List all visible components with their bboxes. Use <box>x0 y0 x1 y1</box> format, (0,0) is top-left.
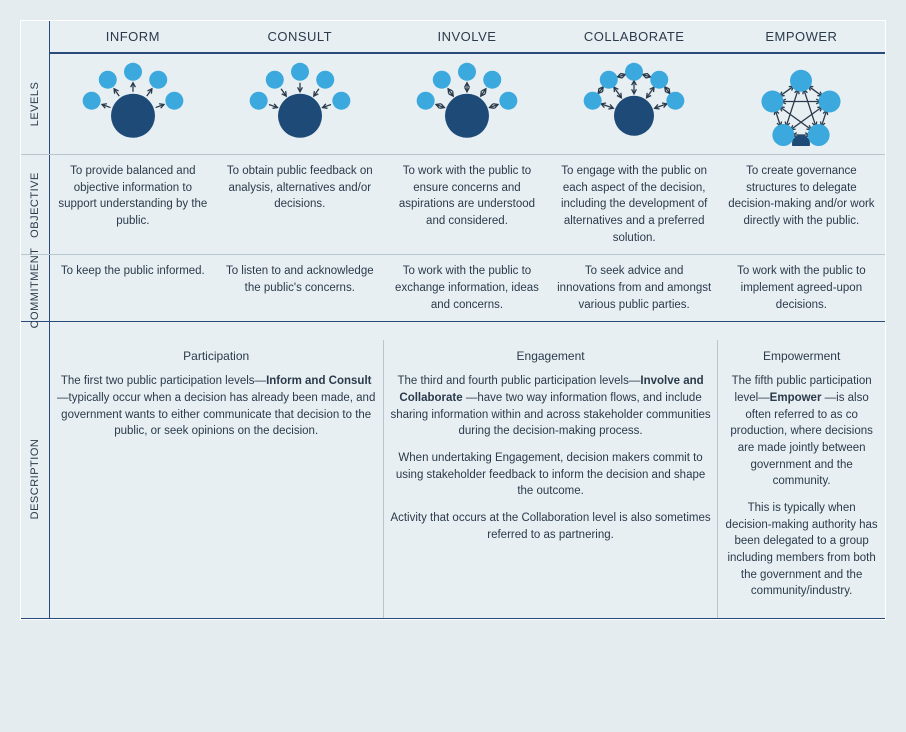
levels-icon-collaborate <box>551 53 718 155</box>
description-participation-body: The first two public participation level… <box>56 373 377 440</box>
objective-involve: To work with the public to ensure concer… <box>383 155 550 255</box>
objective-collaborate: To engage with the public on each aspect… <box>551 155 718 255</box>
description-participation-title: Participation <box>56 348 377 365</box>
objective-empower: To create governance structures to deleg… <box>718 155 885 255</box>
commitment-consult: To listen to and acknowledge the public'… <box>216 255 383 322</box>
header-row: INFORM CONSULT INVOLVE COLLABORATE EMPOW… <box>21 21 885 53</box>
description-row: DESCRIPTION Participation The first two … <box>21 340 885 619</box>
col-header-consult: CONSULT <box>216 21 383 53</box>
row-label-objective: OBJECTIVE <box>29 172 41 238</box>
description-participation: Participation The first two public parti… <box>49 340 383 619</box>
commitment-empower: To work with the public to implement agr… <box>718 255 885 322</box>
row-label-commitment: COMMITMENT <box>29 248 41 329</box>
col-header-inform: INFORM <box>49 21 216 53</box>
description-engagement-body: The third and fourth public participatio… <box>390 373 711 543</box>
col-header-empower: EMPOWER <box>718 21 885 53</box>
col-header-involve: INVOLVE <box>383 21 550 53</box>
levels-icon-involve <box>383 53 550 155</box>
description-engagement-title: Engagement <box>390 348 711 365</box>
objective-inform: To provide balanced and objective inform… <box>49 155 216 255</box>
levels-row: LEVELS <box>21 53 885 155</box>
commitment-inform: To keep the public informed. <box>49 255 216 322</box>
participation-spectrum-table: INFORM CONSULT INVOLVE COLLABORATE EMPOW… <box>20 20 886 620</box>
levels-icon-empower <box>718 53 885 155</box>
objective-row: OBJECTIVE To provide balanced and object… <box>21 155 885 255</box>
commitment-row: COMMITMENT To keep the public informed. … <box>21 255 885 322</box>
col-header-collaborate: COLLABORATE <box>551 21 718 53</box>
description-empowerment: Empowerment The fifth public participati… <box>718 340 885 619</box>
levels-icon-inform <box>49 53 216 155</box>
row-label-description: DESCRIPTION <box>29 439 41 520</box>
description-engagement: Engagement The third and fourth public p… <box>383 340 717 619</box>
commitment-collaborate: To seek advice and innovations from and … <box>551 255 718 322</box>
description-empowerment-title: Empowerment <box>724 348 879 365</box>
objective-consult: To obtain public feedback on analysis, a… <box>216 155 383 255</box>
description-empowerment-body: The fifth public participation level—Emp… <box>724 373 879 600</box>
levels-icon-consult <box>216 53 383 155</box>
commitment-involve: To work with the public to exchange info… <box>383 255 550 322</box>
row-label-levels: LEVELS <box>29 81 41 126</box>
